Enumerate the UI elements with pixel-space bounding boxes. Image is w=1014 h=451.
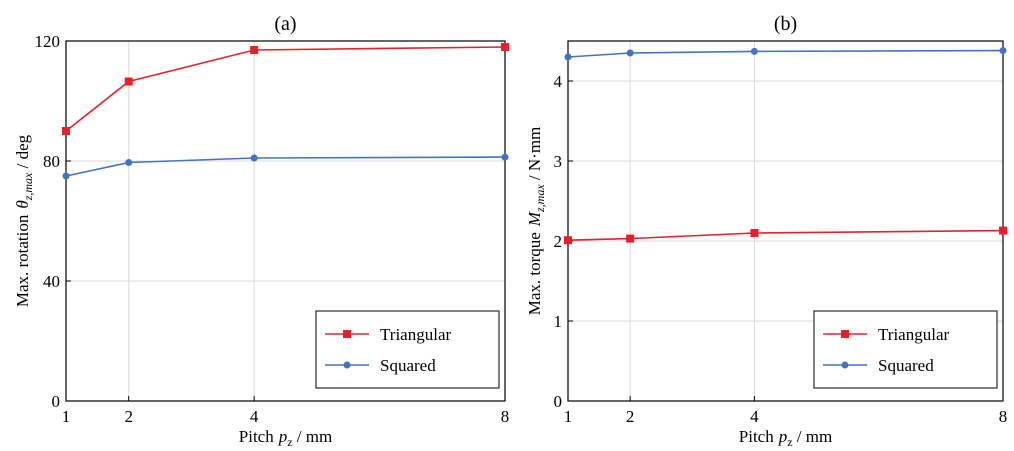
y-tick-label: 4 (554, 72, 563, 91)
data-point-squared (999, 47, 1007, 55)
y-axis-label-subscript: z,max (533, 184, 547, 213)
x-tick-label: 2 (124, 407, 133, 426)
x-tick-label: 8 (501, 407, 510, 426)
data-point-triangular (62, 127, 70, 135)
x-axis-label: Pitch pz / mm (739, 427, 832, 449)
legend-marker-squared (343, 361, 351, 369)
data-point-triangular (750, 229, 759, 237)
data-point-squared (501, 153, 509, 161)
x-tick-label: 2 (626, 407, 635, 426)
data-point-squared (125, 159, 133, 166)
data-point-triangular (999, 226, 1007, 235)
data-point-triangular (124, 77, 133, 86)
x-tick-label: 8 (999, 407, 1008, 426)
x-axis-label-variable: p (778, 427, 788, 446)
x-axis-label-subscript: z (787, 435, 792, 449)
panel-title: (b) (774, 13, 797, 35)
legend-label-squared: Squared (380, 356, 436, 375)
y-axis-label-text: Max. torque (525, 232, 544, 315)
x-axis-label-unit: / mm (293, 427, 333, 446)
y-tick-label: 3 (554, 152, 563, 171)
y-axis-label-unit: / deg (13, 134, 32, 172)
x-tick-label: 1 (62, 407, 71, 426)
legend: Triangular Squared (315, 310, 500, 389)
plot-frame (65, 40, 506, 402)
x-axis-label: Pitch pz / mm (239, 427, 332, 449)
legend-label-triangular: Triangular (380, 325, 451, 344)
y-axis-label-unit: / N·mm (525, 127, 544, 185)
y-axis-label-variable: θ (13, 200, 32, 208)
y-tick-label: 0 (52, 392, 61, 411)
data-point-squared (250, 154, 258, 162)
legend-marker-squared (841, 361, 849, 369)
data-point-squared (750, 47, 758, 55)
legend-box (315, 310, 500, 389)
series-line-squared (567, 49, 1004, 58)
y-axis-label-subscript: z,max (21, 172, 35, 201)
legend: Triangular Squared (813, 310, 998, 389)
data-point-triangular (626, 234, 635, 243)
x-tick-label: 1 (564, 407, 573, 426)
data-point-squared (626, 49, 634, 57)
panel-title: (a) (274, 13, 296, 35)
y-axis-label: Max. torque Mz,max / N·mm (525, 127, 547, 316)
y-tick-label: 1 (554, 312, 563, 331)
legend-label-triangular: Triangular (878, 325, 949, 344)
y-tick-label: 40 (43, 272, 60, 291)
data-point-squared (564, 53, 572, 61)
legend-marker-triangular (841, 330, 849, 338)
legend-label-squared: Squared (878, 356, 934, 375)
x-axis-label-variable: p (278, 427, 288, 446)
y-axis-label-text: Max. rotation (13, 214, 32, 307)
y-axis-label: Max. rotation θz,max / deg (13, 134, 35, 307)
y-tick-label: 80 (43, 152, 60, 171)
data-point-triangular (250, 46, 259, 54)
series-line-squared (65, 156, 506, 177)
plot-frame (567, 40, 1004, 402)
data-point-triangular (501, 43, 509, 51)
data-point-squared (62, 172, 70, 180)
x-tick-label: 4 (750, 407, 759, 426)
x-axis-label-unit: / mm (793, 427, 833, 446)
y-tick-label: 2 (554, 232, 563, 251)
series-line-triangular (567, 229, 1004, 241)
data-point-triangular (564, 236, 572, 245)
x-axis-label-text: Pitch (239, 427, 274, 446)
y-tick-label: 120 (35, 32, 61, 51)
y-tick-label: 0 (554, 392, 563, 411)
x-axis-label-text: Pitch (739, 427, 774, 446)
series-line-triangular (65, 46, 506, 132)
y-axis-label-variable: M (525, 211, 544, 227)
x-tick-label: 4 (250, 407, 259, 426)
legend-box (813, 310, 998, 389)
x-axis-label-subscript: z (287, 435, 292, 449)
legend-marker-triangular (343, 330, 351, 338)
